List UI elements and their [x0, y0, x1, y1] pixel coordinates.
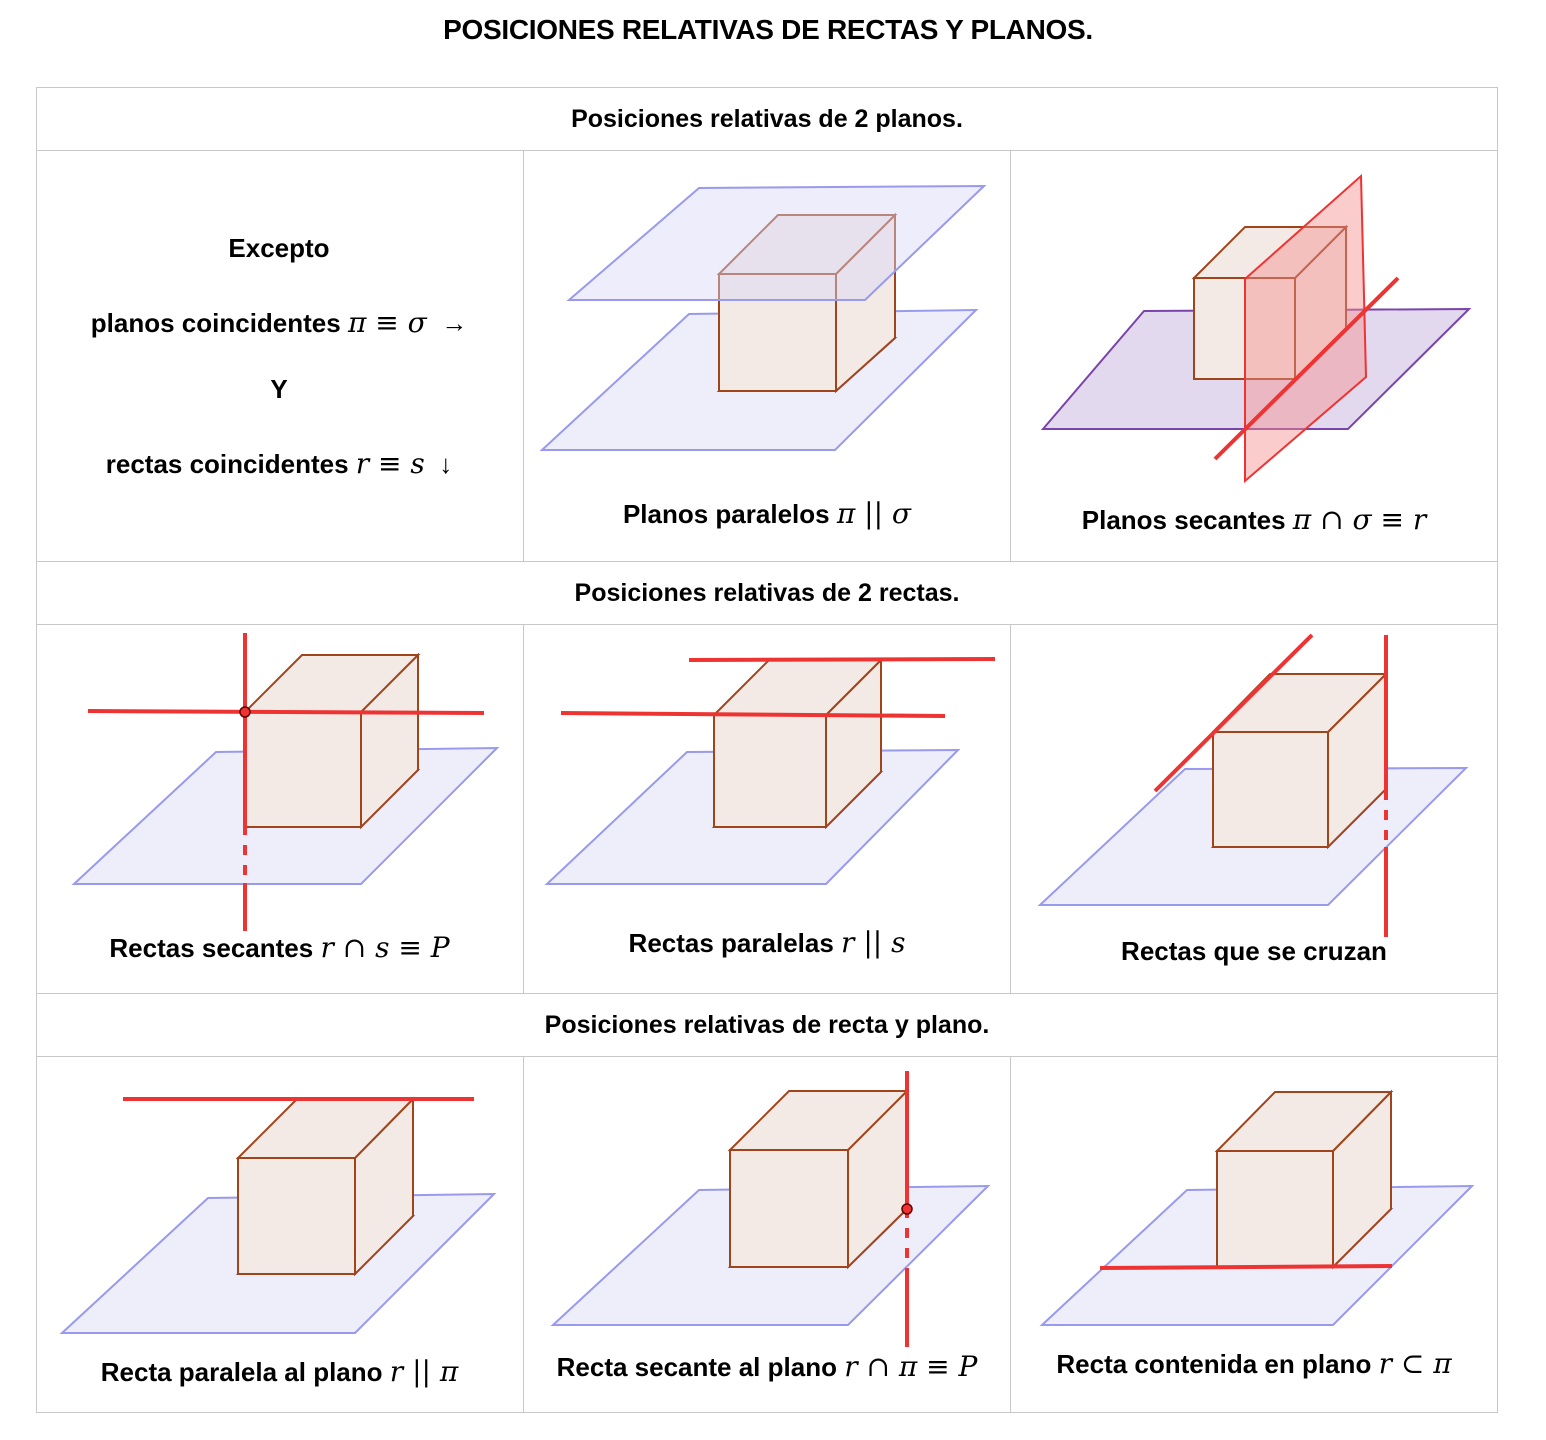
intersection-point-p — [239, 706, 251, 718]
table-divider — [36, 624, 1498, 625]
caption-formula: r || π — [389, 1355, 459, 1388]
caption-label: Rectas paralelas — [628, 928, 834, 958]
line-parallel-plane-diagram — [59, 1096, 497, 1334]
table-border-bottom — [36, 1412, 1498, 1413]
parallel-lines-cell: Rectas paralelas r || s — [524, 625, 1010, 993]
section-header-planes: Posiciones relativas de 2 planos. — [571, 104, 963, 133]
line-r — [1153, 633, 1314, 793]
arrow-right-icon: → — [441, 308, 468, 338]
table-column-divider — [1010, 1056, 1011, 1412]
table-divider — [36, 561, 1498, 562]
page-title: POSICIONES RELATIVAS DE RECTAS Y PLANOS. — [443, 14, 1093, 45]
line-secant-plane-cell: Recta secante al plano r ∩ π ≡ P — [524, 1057, 1010, 1412]
skew-lines-cell: Rectas que se cruzan — [1011, 625, 1497, 993]
skew-lines-caption: Rectas que se cruzan — [1011, 934, 1497, 967]
upper-plane — [566, 184, 987, 301]
cube-top-face — [1191, 226, 1349, 279]
conjunction-y: Y — [270, 374, 288, 404]
section-header-line-plane: Posiciones relativas de recta y plano. — [544, 1010, 990, 1039]
line-parallel-plane-cell: Recta paralela al plano r || π — [36, 1057, 523, 1412]
table-divider — [36, 1056, 1498, 1057]
coincident-lines-note: rectas coincidentes r ≡ s ↓ — [36, 447, 522, 480]
cube-front-face — [1212, 731, 1329, 848]
intersection-line-r — [1213, 276, 1400, 461]
vertical-red-plane — [1244, 173, 1368, 484]
cube-top-face — [1214, 1091, 1394, 1152]
secant-planes-caption: Planos secantes π ∩ σ ≡ r — [1011, 503, 1497, 536]
table-border-right — [1497, 87, 1498, 1413]
positions-table: Posiciones relativas de 2 planos. Posici… — [36, 87, 1498, 1413]
line-contained-plane-caption: Recta contenida en plano r ⊂ π — [1011, 1347, 1497, 1380]
coincident-lines-label: rectas coincidentes — [105, 449, 349, 479]
line-contained-plane-cell: Recta contenida en plano r ⊂ π — [1011, 1057, 1497, 1412]
secant-lines-diagram — [71, 633, 500, 931]
secant-planes-diagram — [1040, 173, 1472, 484]
cube-front-face — [237, 1157, 356, 1275]
line-s — [688, 657, 996, 662]
line-r — [560, 711, 946, 718]
exception-heading: Excepto — [228, 233, 330, 263]
caption-label: Recta paralela al plano — [100, 1357, 383, 1387]
table-column-divider — [523, 624, 524, 993]
caption-label: Rectas secantes — [109, 933, 314, 963]
cube-front-face — [244, 711, 362, 828]
parallel-lines-caption: Rectas paralelas r || s — [524, 926, 1010, 959]
line-r — [1099, 1264, 1393, 1270]
table-column-divider — [523, 1056, 524, 1412]
line-secant-plane-caption: Recta secante al plano r ∩ π ≡ P — [524, 1350, 1010, 1383]
caption-label: Planos secantes — [1081, 505, 1286, 535]
table-border-top — [36, 87, 1498, 88]
caption-label: Recta contenida en plano — [1056, 1349, 1372, 1379]
coincident-lines-formula: r ≡ s — [355, 447, 425, 480]
line-s — [87, 709, 485, 715]
parallel-planes-cell: Planos paralelos π || σ — [524, 151, 1010, 561]
caption-formula: r || s — [841, 926, 906, 959]
cube-front-face — [729, 1149, 849, 1268]
caption-formula: r ∩ s ≡ P — [320, 931, 450, 964]
cube-front-face — [713, 714, 827, 828]
table-border-left — [36, 87, 37, 1413]
table-column-divider — [1010, 624, 1011, 993]
secant-lines-cell: Rectas secantes r ∩ s ≡ P — [36, 625, 523, 993]
secant-lines-caption: Rectas secantes r ∩ s ≡ P — [36, 931, 523, 964]
parallel-planes-caption: Planos paralelos π || σ — [524, 497, 1010, 530]
table-divider — [36, 993, 1498, 994]
table-column-divider — [1010, 150, 1011, 561]
table-column-divider — [523, 150, 524, 561]
table-divider — [36, 150, 1498, 151]
caption-label: Rectas que se cruzan — [1121, 936, 1387, 966]
coincident-planes-formula: π ≡ σ — [347, 306, 427, 339]
caption-label: Recta secante al plano — [556, 1352, 837, 1382]
coincident-planes-label: planos coincidentes — [90, 308, 341, 338]
parallel-planes-diagram — [539, 184, 987, 451]
arrow-down-icon: ↓ — [439, 449, 453, 479]
intersection-point-p — [901, 1203, 913, 1215]
exception-note-cell: Excepto planos coincidentes π ≡ σ → Y re… — [36, 151, 523, 561]
parallel-lines-diagram — [544, 657, 996, 885]
line-secant-plane-diagram — [550, 1071, 991, 1347]
caption-formula: π || σ — [836, 497, 912, 530]
section-header-lines: Posiciones relativas de 2 rectas. — [574, 578, 960, 607]
cube-front-face — [1216, 1150, 1334, 1268]
caption-formula: r ⊂ π — [1378, 1347, 1452, 1380]
line-parallel-plane-caption-text: Recta paralela al plano r || π — [36, 1355, 523, 1388]
caption-formula: r ∩ π ≡ P — [844, 1350, 978, 1383]
coincident-planes-note: planos coincidentes π ≡ σ → — [36, 306, 522, 339]
cube-top-face — [716, 214, 898, 275]
caption-formula: π ∩ σ ≡ r — [1292, 503, 1427, 536]
line-contained-plane-diagram — [1039, 1089, 1475, 1326]
caption-label: Planos paralelos — [622, 499, 830, 529]
secant-planes-cell: Planos secantes π ∩ σ ≡ r — [1011, 151, 1497, 561]
skew-lines-diagram — [1037, 633, 1469, 937]
